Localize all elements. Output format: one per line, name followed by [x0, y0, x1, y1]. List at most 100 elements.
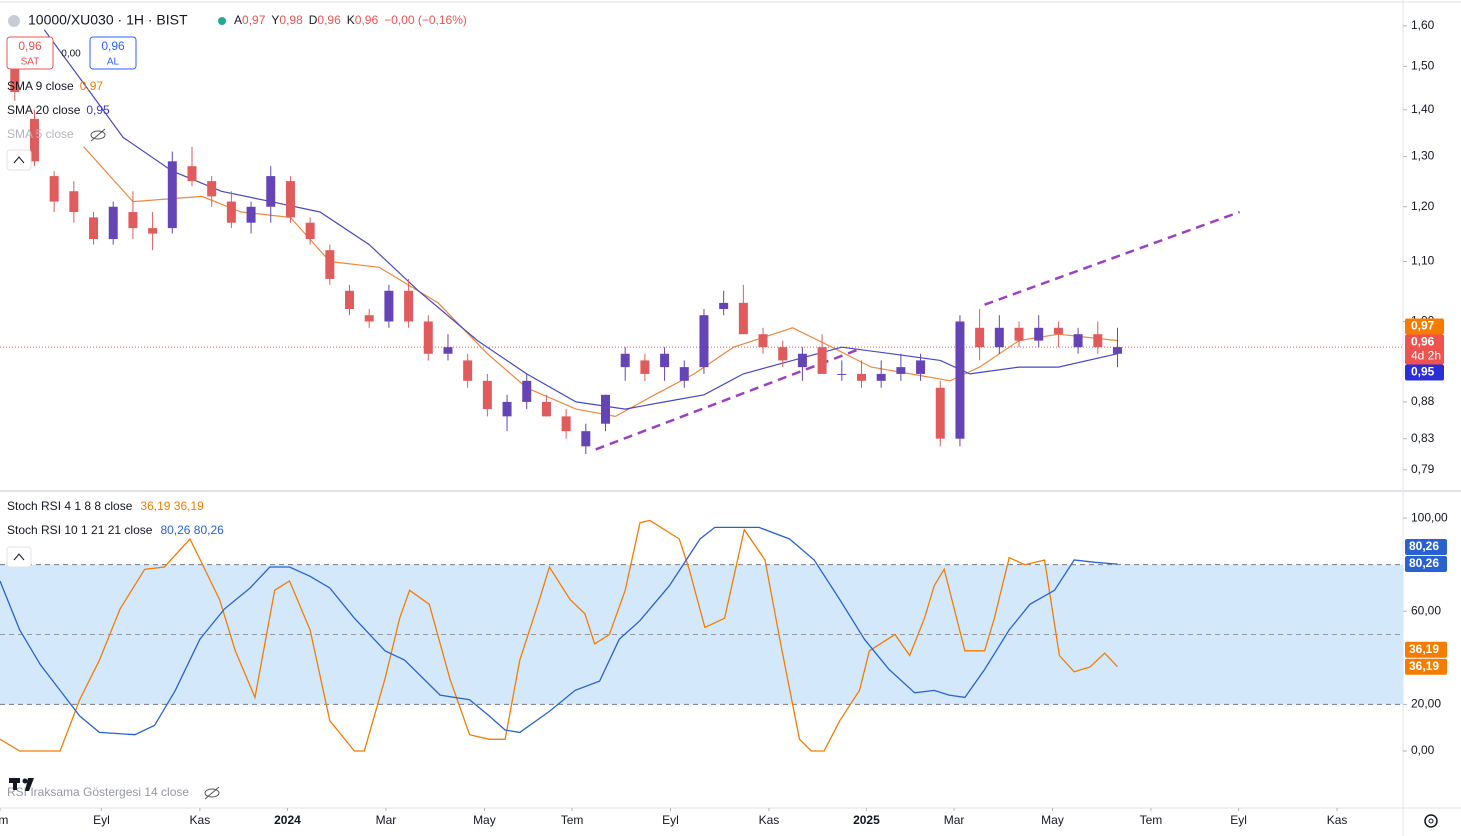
ohlc-label: D — [309, 13, 318, 27]
candle-body — [305, 222, 315, 240]
legend-name: Stoch RSI 10 1 21 21 close — [7, 523, 153, 537]
candle-body — [1093, 334, 1103, 348]
candle-body — [325, 250, 335, 279]
collapsed-indicator: RSI Iraksama Göstergesi 14 close — [7, 785, 189, 799]
axis-label-box — [1405, 556, 1447, 573]
candle-body — [1073, 334, 1083, 348]
sell-button[interactable] — [6, 36, 54, 70]
buy-price: 0,96 — [101, 39, 125, 53]
candle-body — [69, 191, 79, 213]
time-tick-label: Kas — [759, 813, 780, 827]
visibility-icon[interactable] — [90, 128, 106, 142]
axis-label: 36,19 — [1409, 659, 1439, 673]
candle-body — [10, 66, 20, 93]
candle-body — [994, 327, 1004, 348]
candle-body — [423, 321, 433, 354]
axis-label-box — [1405, 641, 1447, 658]
candle-body — [856, 373, 866, 381]
candle-body — [896, 367, 906, 374]
time-tick-label: Tem — [561, 813, 584, 827]
candle-body — [463, 360, 473, 381]
time-tick-label: Mar — [944, 813, 965, 827]
visibility-icon[interactable] — [204, 786, 220, 800]
axis-label: 36,19 — [1409, 642, 1439, 656]
price-label-box — [1405, 364, 1444, 381]
candle-body — [285, 181, 295, 218]
candle-body — [246, 206, 256, 223]
candle-body — [404, 290, 414, 322]
candle-body — [719, 302, 729, 310]
ohlc-value: 0,97 — [242, 13, 266, 27]
symbol-title: 10000/XU030 · 1H · BIST — [28, 12, 188, 28]
axis-label-box — [1405, 658, 1447, 675]
candle-body — [443, 347, 453, 354]
collapse-button[interactable] — [6, 149, 32, 171]
candle-body — [128, 212, 138, 229]
candle-body — [837, 373, 847, 375]
indicator-name: SMA 9 close 0,97 — [7, 79, 103, 93]
candle-body — [699, 315, 709, 368]
time-tick-label: 2025 — [853, 813, 880, 827]
settings-icon[interactable] — [1424, 814, 1438, 828]
candle-body — [1034, 327, 1044, 341]
candle-body — [502, 401, 512, 417]
collapse-icon — [13, 553, 25, 561]
candle-body — [640, 360, 650, 374]
logo — [9, 778, 34, 791]
stoch-legend: Stoch RSI 4 1 8 8 close 36,19 36,19 — [7, 499, 204, 513]
trend-line — [595, 348, 859, 451]
collapse-icon — [13, 156, 25, 164]
ohlc-value: 0,98 — [279, 13, 303, 27]
time-tick-label: Eyl — [1230, 813, 1247, 827]
indicator-value: 0,97 — [80, 79, 104, 93]
market-status — [218, 17, 226, 25]
sma-line — [83, 146, 1118, 418]
price-label-sub: 4d 2h — [1411, 349, 1441, 363]
price-tick-label: 1,40 — [1411, 102, 1435, 116]
price-tick-label: 0,88 — [1411, 394, 1435, 408]
candle-body — [345, 290, 355, 310]
ohlc-label: K — [347, 13, 355, 27]
candle-body — [679, 367, 689, 381]
indicator-value: 0,95 — [86, 103, 110, 117]
band-fill — [0, 564, 1403, 705]
trend-line — [984, 210, 1241, 306]
price-label: 0,95 — [1411, 365, 1435, 379]
legend-value: 80,26 80,26 — [160, 523, 224, 537]
stoch-legend: Stoch RSI 10 1 21 21 close 80,26 80,26 — [7, 523, 224, 537]
symbol-icon[interactable] — [8, 15, 20, 27]
legend-value: 36,19 36,19 — [140, 499, 204, 513]
candle-body — [778, 347, 788, 361]
indicator-name: SMA 20 close — [7, 103, 81, 117]
candle-body — [226, 201, 236, 223]
candle-body — [482, 380, 492, 410]
stoch-tick-label: 100,00 — [1411, 510, 1448, 524]
stoch-tick-label: 0,00 — [1411, 743, 1435, 757]
axis-label-box — [1405, 539, 1447, 556]
indicator-name: SMA 9 close — [7, 79, 74, 93]
spread: 0,00 — [61, 49, 81, 60]
candle-body — [266, 176, 276, 207]
candle-body — [1014, 327, 1024, 341]
time-tick-label: Eyl — [662, 813, 679, 827]
axis-label: 80,26 — [1409, 556, 1439, 570]
price-label-box — [1405, 334, 1444, 365]
time-tick-label: May — [473, 813, 496, 827]
collapse-button[interactable] — [6, 546, 32, 568]
candle-body — [384, 290, 394, 322]
candle-body — [660, 353, 670, 368]
time-tick-label: em — [0, 813, 8, 827]
time-tick-label: Tem — [1140, 813, 1163, 827]
candle-body — [89, 217, 99, 240]
buy-button[interactable] — [89, 36, 137, 70]
time-tick-label: 2024 — [274, 813, 301, 827]
candle-body — [581, 431, 591, 447]
ohlc-value: 0,96 — [355, 13, 379, 27]
sell-price: 0,96 — [18, 39, 42, 53]
candle-body — [49, 176, 59, 202]
time-tick-label: Mar — [376, 813, 397, 827]
candle-body — [955, 321, 965, 439]
candle-body — [601, 394, 611, 424]
time-tick-label: Eyl — [93, 813, 110, 827]
